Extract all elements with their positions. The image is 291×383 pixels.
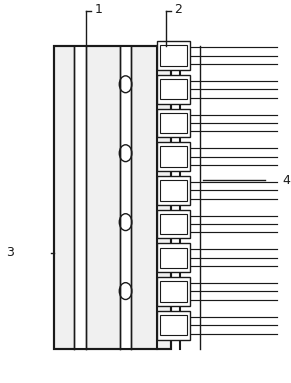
Bar	[160, 180, 187, 201]
Text: 2: 2	[174, 3, 182, 16]
Bar	[160, 79, 187, 100]
Bar	[157, 41, 190, 70]
Bar	[54, 46, 171, 349]
Bar	[157, 311, 190, 339]
Bar	[157, 176, 190, 205]
Bar	[157, 277, 190, 306]
Bar	[160, 214, 187, 234]
Bar	[160, 45, 187, 66]
Text: 3: 3	[6, 246, 14, 259]
Bar	[160, 248, 187, 268]
Bar	[120, 46, 131, 349]
Bar	[160, 315, 187, 336]
Bar	[157, 142, 190, 171]
Bar	[160, 113, 187, 133]
Bar	[54, 46, 171, 349]
Text: 1: 1	[94, 3, 102, 16]
Bar	[157, 109, 190, 137]
Bar	[157, 75, 190, 104]
Bar	[157, 244, 190, 272]
Text: 4: 4	[283, 173, 290, 187]
Bar	[74, 46, 86, 349]
Bar	[160, 147, 187, 167]
Bar	[160, 281, 187, 302]
Bar	[157, 210, 190, 238]
